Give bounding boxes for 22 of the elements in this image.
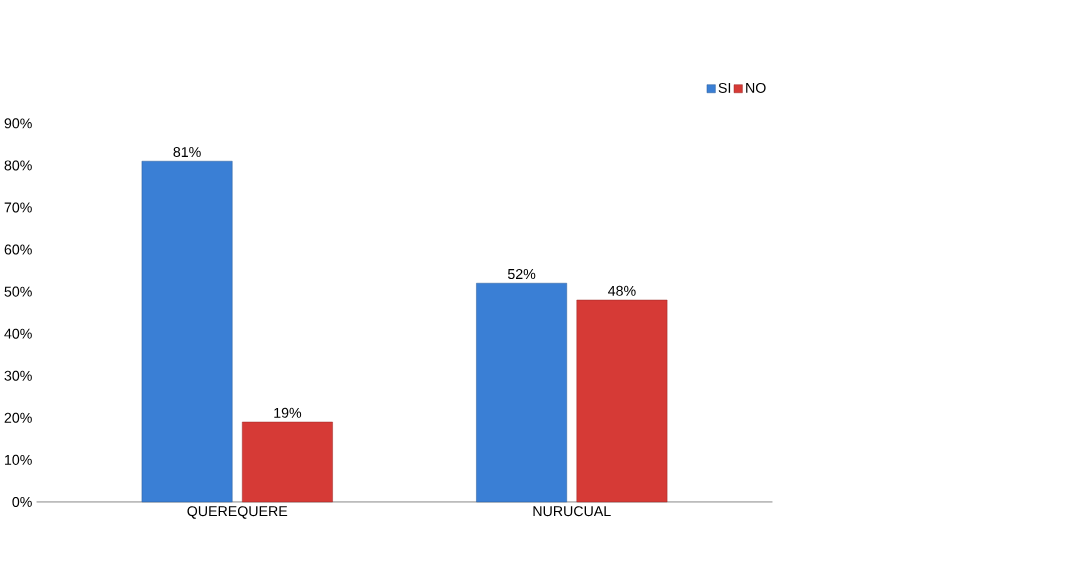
legend-label: NO	[746, 83, 766, 94]
y-tick-label: 50%	[4, 286, 32, 297]
data-label: 52%	[507, 269, 536, 280]
data-label: 48%	[608, 285, 636, 296]
data-label: 81%	[173, 147, 201, 158]
y-tick-label: 60%	[4, 244, 32, 255]
data-label: 19%	[274, 407, 302, 418]
y-tick-label: 0%	[12, 497, 32, 508]
y-tick-label: 40%	[4, 328, 32, 339]
bar	[242, 421, 333, 503]
y-tick-label: 20%	[4, 412, 32, 423]
x-tick-label: QUEREQUERE	[187, 506, 288, 519]
y-tick-label: 90%	[4, 118, 32, 129]
legend-label: SI	[718, 83, 731, 94]
y-tick-label: 80%	[4, 160, 32, 171]
x-tick-label: NURUCUAL	[533, 506, 611, 517]
y-tick-label: 10%	[5, 455, 32, 466]
bar	[476, 283, 567, 503]
bar	[141, 161, 233, 503]
y-tick-label: 70%	[4, 202, 32, 213]
bar	[576, 299, 668, 503]
y-tick-label: 30%	[4, 370, 32, 381]
